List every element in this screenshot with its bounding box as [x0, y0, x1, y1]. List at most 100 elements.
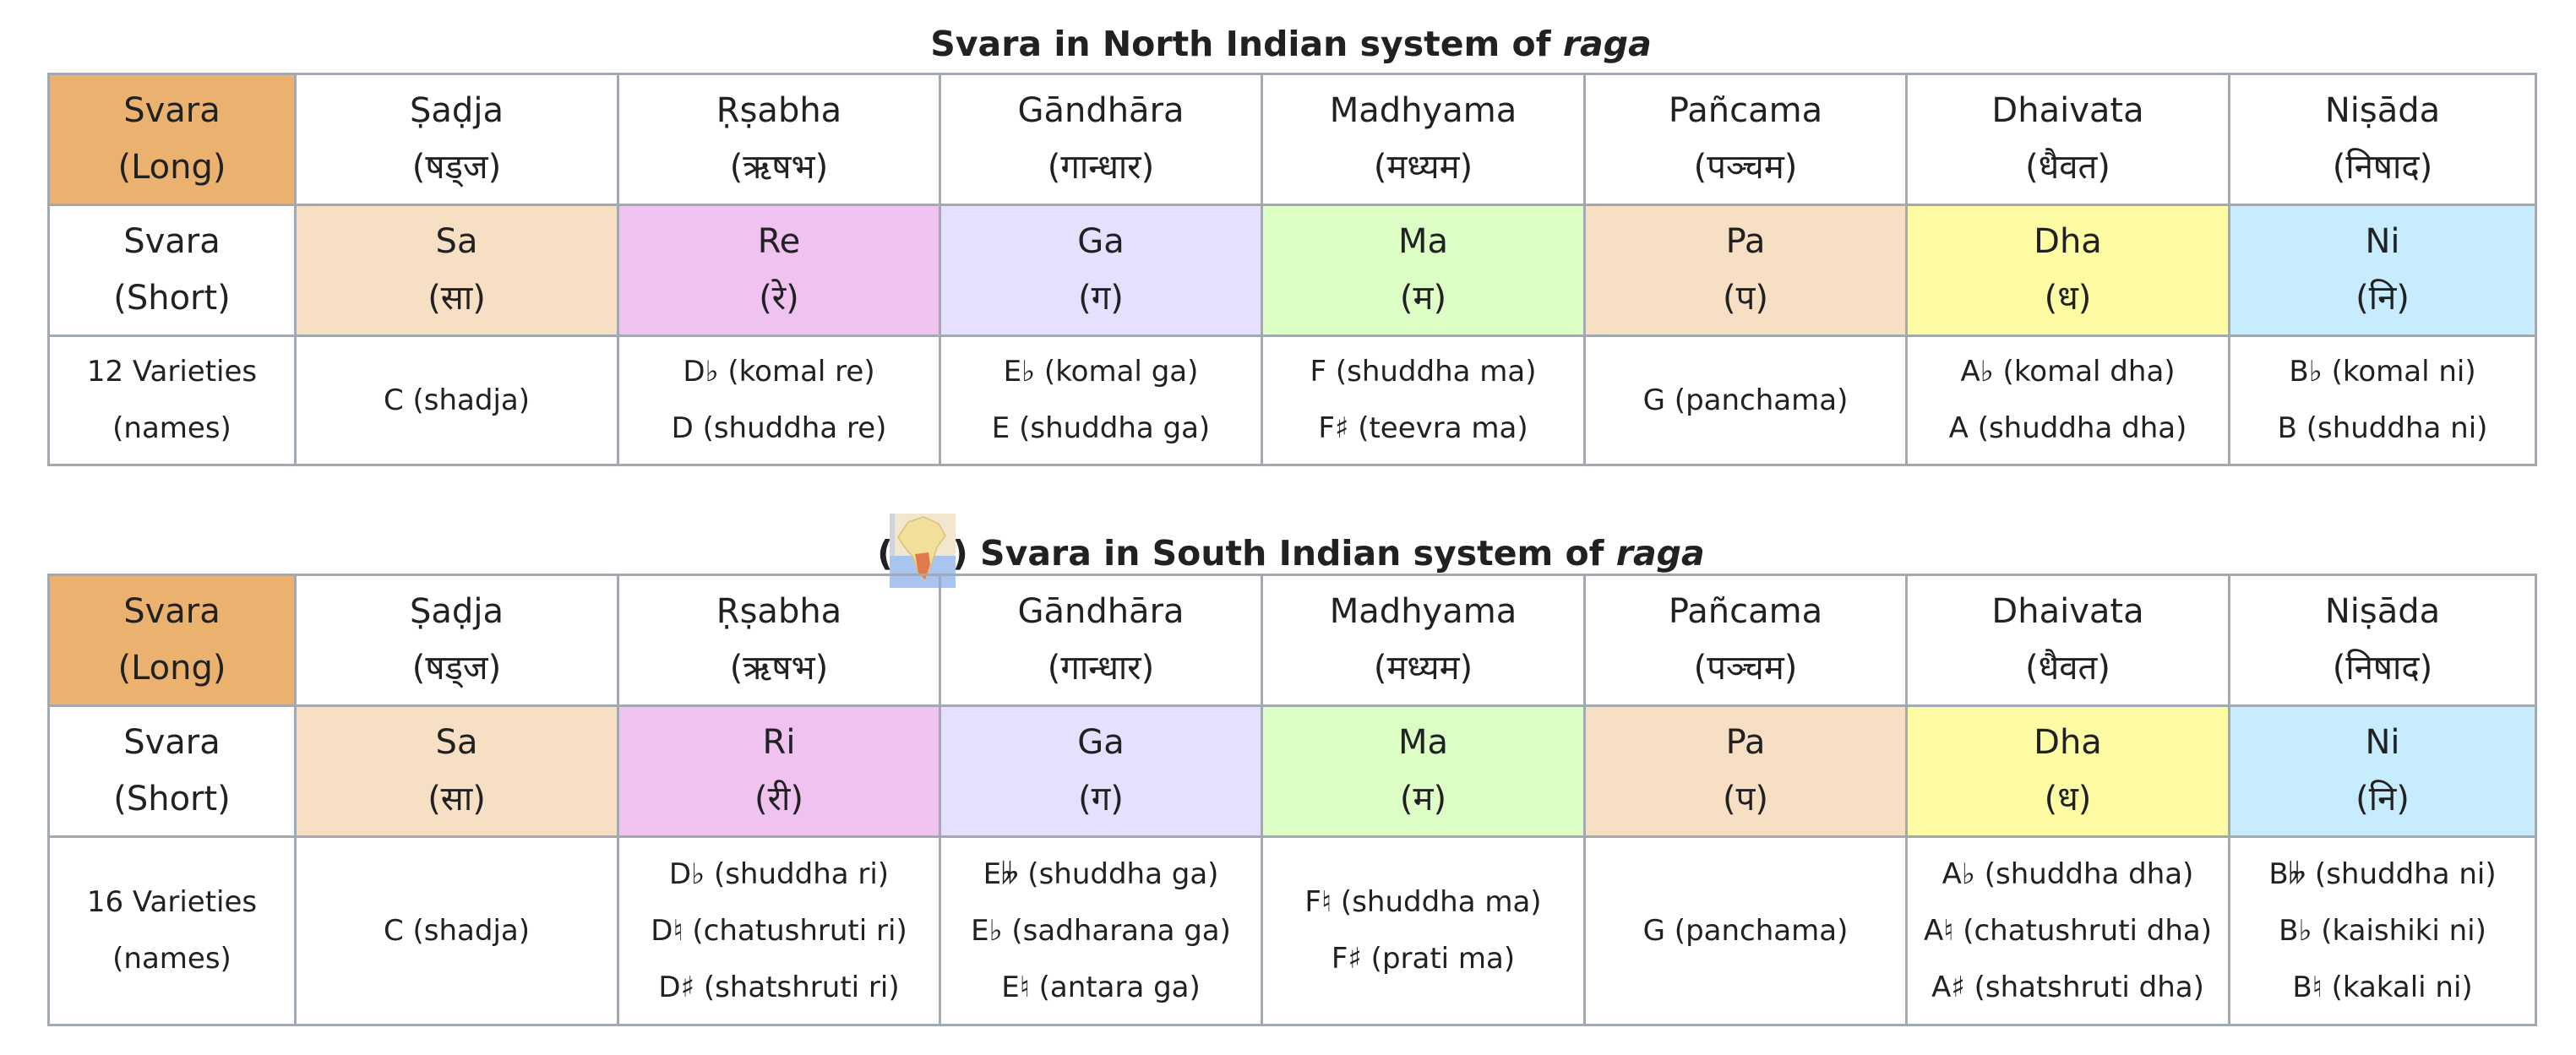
north-caption-text: Svara in North Indian system of	[930, 24, 1563, 64]
south-long-ni: Niṣāda (निषाद)	[2228, 574, 2537, 707]
cell-text-line: B♮ (kakali ni)	[2292, 970, 2473, 1004]
cell-text-line: (म)	[1399, 279, 1447, 318]
cell-text-line: (नि)	[2355, 780, 2410, 818]
cell-text-line: A♮ (chatushruti dha)	[1923, 913, 2213, 948]
cell-text-line: (Short)	[113, 279, 231, 318]
north-varieties-pa: G (panchama)	[1583, 334, 1908, 466]
cell-text-line: Dhaivata	[1991, 91, 2144, 130]
north-short-sa: Sa (सा)	[294, 204, 619, 337]
cell-text-line: (षड्ज)	[411, 649, 502, 688]
north-varieties-ni: B♭ (komal ni) B (shuddha ni)	[2228, 334, 2537, 466]
south-long-sa: Ṣaḍja (षड्ज)	[294, 574, 619, 707]
cell-text-line: Pa	[1725, 222, 1766, 261]
south-long-ri: Ṛṣabha (ऋषभ)	[617, 574, 941, 707]
cell-text-line: (मध्यम)	[1373, 649, 1473, 688]
cell-text-line: Pa	[1725, 723, 1766, 762]
cell-text-line: (ग)	[1078, 780, 1124, 818]
cell-text-line: Madhyama	[1329, 91, 1517, 130]
cell-text-line: D (shuddha re)	[671, 411, 887, 445]
cell-text-line: (मध्यम)	[1373, 148, 1473, 187]
south-svara-table: Svara (Long) Ṣaḍja (षड्ज) Ṛṣabha (ऋषभ) Gānd…	[47, 574, 2537, 1026]
cell-text-line: (पञ्चम)	[1693, 649, 1798, 688]
south-short-ri: Ri (री)	[617, 704, 941, 838]
north-long-head: Svara (Long)	[47, 73, 297, 206]
cell-text-line: (ध)	[2044, 279, 2092, 318]
south-long-ma: Madhyama (मध्यम)	[1261, 574, 1586, 707]
north-svara-table: Svara (Long) Ṣaḍja (षड्ज) Ṛṣabha (ऋषभ) Gānd…	[47, 73, 2537, 466]
north-long-pa: Pañcama (पञ्चम)	[1583, 73, 1908, 206]
cell-text-line: E (shuddha ga)	[991, 411, 1211, 445]
cell-text-line: B♭ (komal ni)	[2289, 355, 2476, 389]
cell-text-line: Sa	[435, 723, 478, 762]
north-varieties-re: D♭ (komal re) D (shuddha re)	[617, 334, 941, 466]
cell-text-line: Gāndhāra	[1017, 91, 1185, 130]
cell-text-line: Gāndhāra	[1017, 592, 1185, 631]
cell-text-line: A♭ (komal dha)	[1960, 355, 2176, 389]
cell-text-line: (प)	[1723, 279, 1768, 318]
south-varieties-ma: F♮ (shuddha ma) F♯ (prati ma)	[1261, 835, 1586, 1026]
cell-text-line: (सा)	[428, 279, 486, 318]
south-short-dha: Dha (ध)	[1905, 704, 2230, 838]
cell-text-line: B𝄫 (shuddha ni)	[2268, 857, 2497, 891]
cell-text-line: Ga	[1077, 723, 1125, 762]
cell-text-line: A♭ (shuddha dha)	[1942, 857, 2194, 891]
north-long-ni: Niṣāda (निषाद)	[2228, 73, 2537, 206]
cell-text-line: Sa	[435, 222, 478, 261]
cell-text-line: Dha	[2034, 723, 2102, 762]
north-row-short: Svara (Short) Sa (सा) Re (रे) Ga (ग) Ma (म) P…	[47, 204, 2537, 337]
cell-text-line: Ri	[762, 723, 796, 762]
cell-text-line: F♯ (teevra ma)	[1318, 411, 1528, 445]
north-caption-raga-link[interactable]: raga	[1562, 24, 1652, 64]
south-short-sa: Sa (सा)	[294, 704, 619, 838]
north-long-ga: Gāndhāra (गान्धार)	[939, 73, 1263, 206]
cell-text-line: (धैवत)	[2025, 649, 2110, 688]
south-varieties-pa: G (panchama)	[1583, 835, 1908, 1026]
cell-text-line: A (shuddha dha)	[1948, 411, 2187, 445]
south-varieties-sa: C (shadja)	[294, 835, 619, 1026]
north-row-long: Svara (Long) Ṣaḍja (षड्ज) Ṛṣabha (ऋषभ) Gānd…	[47, 73, 2537, 206]
cell-text-line: (पञ्चम)	[1693, 148, 1798, 187]
south-long-ga: Gāndhāra (गान्धार)	[939, 574, 1263, 707]
north-short-dha: Dha (ध)	[1905, 204, 2230, 337]
cell-text-line: Svara	[123, 592, 221, 631]
cell-text-line: C (shadja)	[383, 913, 531, 948]
north-short-ma: Ma (म)	[1261, 204, 1586, 337]
cell-text-line: (Short)	[113, 780, 231, 818]
cell-text-line: (रे)	[759, 279, 799, 318]
south-caption-open-paren: (	[877, 533, 894, 574]
cell-text-line: E♭ (sadharana ga)	[971, 913, 1231, 948]
cell-text-line: B (shuddha ni)	[2277, 411, 2488, 445]
north-short-ni: Ni (नि)	[2228, 204, 2537, 337]
cell-text-line: (षड्ज)	[411, 148, 502, 187]
south-row-varieties: 16 Varieties (names) C (shadja) D♭ (shudd…	[47, 835, 2537, 1026]
north-varieties-sa: C (shadja)	[294, 334, 619, 466]
cell-text-line: E𝄫 (shuddha ga)	[983, 857, 1219, 891]
south-long-dha: Dhaivata (धैवत)	[1905, 574, 2230, 707]
cell-text-line: Ni	[2365, 723, 2400, 762]
north-short-ga: Ga (ग)	[939, 204, 1263, 337]
cell-text-line: (names)	[112, 411, 231, 445]
cell-text-line: Svara	[123, 222, 221, 261]
cell-text-line: Ṛṣabha	[716, 592, 842, 631]
cell-text-line: D♯ (shatshruti ri)	[658, 970, 900, 1004]
south-caption-raga-link[interactable]: raga	[1615, 533, 1705, 574]
south-row-long: Svara (Long) Ṣaḍja (षड्ज) Ṛṣabha (ऋषभ) Gānd…	[47, 574, 2537, 707]
south-row-short: Svara (Short) Sa (सा) Ri (री) Ga (ग) Ma (म) P…	[47, 704, 2537, 838]
cell-text-line: Pañcama	[1668, 592, 1823, 631]
north-long-dha: Dhaivata (धैवत)	[1905, 73, 2230, 206]
cell-text-line: F♮ (shuddha ma)	[1304, 885, 1542, 919]
cell-text-line: (धैवत)	[2025, 148, 2110, 187]
cell-text-line: F♯ (prati ma)	[1331, 942, 1516, 976]
cell-text-line: Madhyama	[1329, 592, 1517, 631]
cell-text-line: D♮ (chatushruti ri)	[651, 913, 907, 948]
cell-text-line: (Long)	[117, 148, 226, 187]
cell-text-line: Dha	[2034, 222, 2102, 261]
north-long-re: Ṛṣabha (ऋषभ)	[617, 73, 941, 206]
south-short-ma: Ma (म)	[1261, 704, 1586, 838]
north-long-sa: Ṣaḍja (षड्ज)	[294, 73, 619, 206]
south-table-caption: ( ) Svara in South Indian system of raga	[47, 514, 2535, 593]
cell-text-line: Ma	[1397, 222, 1449, 261]
cell-text-line: (names)	[112, 942, 231, 976]
north-long-ma: Madhyama (मध्यम)	[1261, 73, 1586, 206]
north-varieties-dha: A♭ (komal dha) A (shuddha dha)	[1905, 334, 2230, 466]
